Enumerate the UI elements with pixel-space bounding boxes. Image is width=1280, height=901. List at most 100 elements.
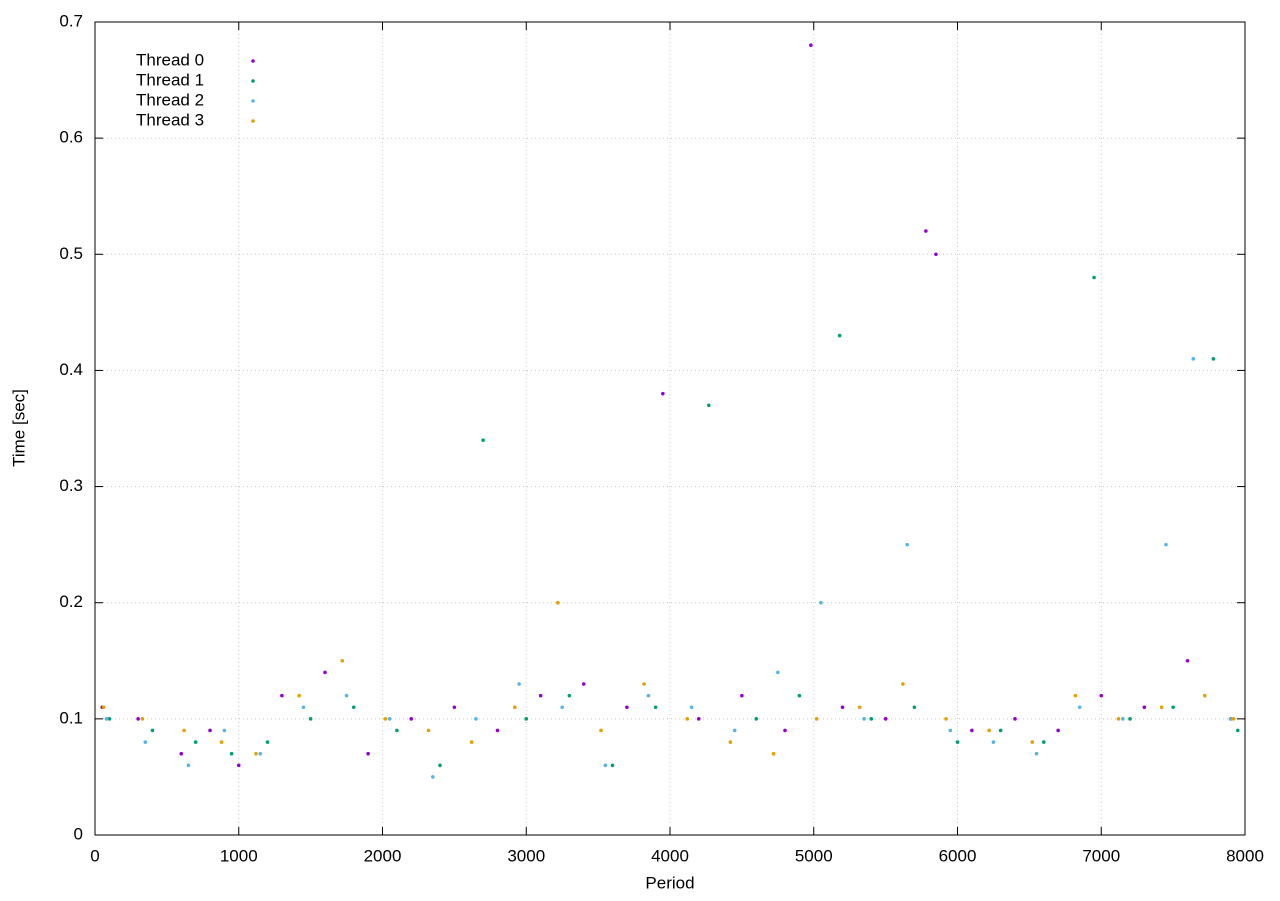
point <box>1159 705 1164 710</box>
point <box>280 693 284 698</box>
x-tick-label: 3000 <box>507 846 545 865</box>
point <box>955 740 960 744</box>
point <box>740 693 744 698</box>
point <box>366 751 370 756</box>
point <box>179 751 184 756</box>
legend-label: Thread 0 <box>136 50 204 69</box>
x-axis-label: Period <box>645 873 694 892</box>
point <box>970 728 974 733</box>
point <box>1077 705 1082 710</box>
point <box>301 705 306 710</box>
point <box>732 728 737 733</box>
point <box>901 682 905 686</box>
point <box>236 763 241 768</box>
point <box>685 717 690 721</box>
point <box>642 682 646 686</box>
point <box>143 740 148 744</box>
point <box>707 403 711 408</box>
point <box>728 740 733 744</box>
legend-marker <box>251 99 255 103</box>
y-tick-label: 0.3 <box>59 476 83 495</box>
point <box>469 740 474 744</box>
point <box>409 717 414 721</box>
y-tick-label: 0.1 <box>59 708 83 727</box>
point <box>603 763 608 768</box>
point <box>1185 658 1190 663</box>
point <box>1164 542 1168 547</box>
point <box>912 705 917 710</box>
point <box>1034 751 1039 756</box>
point <box>481 438 485 442</box>
point <box>208 728 212 733</box>
point <box>1092 275 1096 280</box>
point <box>1128 717 1132 721</box>
x-tick-label: 6000 <box>939 846 977 865</box>
point <box>661 391 665 396</box>
point <box>219 740 224 744</box>
point <box>924 229 928 233</box>
point <box>646 693 651 698</box>
point <box>1228 717 1233 721</box>
point <box>771 751 776 756</box>
point <box>862 717 866 721</box>
point <box>387 717 392 721</box>
point <box>229 751 234 756</box>
point <box>308 717 313 721</box>
point <box>653 705 658 710</box>
point <box>182 728 186 733</box>
point <box>495 728 500 733</box>
point <box>599 728 603 733</box>
point <box>581 682 586 686</box>
point <box>452 705 457 710</box>
point <box>1236 728 1240 733</box>
y-tick-label: 0.2 <box>59 592 83 611</box>
point <box>395 728 399 733</box>
point <box>136 717 140 721</box>
point <box>905 542 909 547</box>
point <box>625 705 629 710</box>
x-tick-label: 7000 <box>1082 846 1120 865</box>
point <box>556 600 560 605</box>
plot-border <box>94 21 1246 836</box>
x-tick-label: 5000 <box>795 846 833 865</box>
legend-label: Thread 3 <box>136 110 204 129</box>
point <box>222 728 227 733</box>
point <box>610 763 615 768</box>
point <box>265 740 270 744</box>
y-tick-label: 0.6 <box>59 128 83 147</box>
y-axis-label: Time [sec] <box>9 389 28 467</box>
point <box>1121 717 1125 721</box>
x-tick-label: 2000 <box>364 846 402 865</box>
point <box>1191 357 1196 361</box>
point <box>857 705 862 710</box>
point <box>340 658 345 663</box>
point <box>837 333 842 338</box>
legend-label: Thread 1 <box>136 70 204 89</box>
legend-marker <box>251 119 255 123</box>
point <box>426 728 431 733</box>
point <box>193 740 198 744</box>
point <box>351 705 356 710</box>
point <box>150 728 155 733</box>
point <box>344 693 349 698</box>
point <box>107 717 112 721</box>
y-tick-label: 0.4 <box>59 360 83 379</box>
point <box>140 717 145 721</box>
point <box>258 751 263 756</box>
point <box>934 252 938 257</box>
point <box>883 717 888 721</box>
point <box>254 751 258 756</box>
point <box>1116 717 1121 721</box>
point <box>323 670 327 675</box>
point <box>783 728 787 733</box>
x-tick-label: 8000 <box>1226 846 1264 865</box>
y-tick-label: 0.7 <box>59 11 83 30</box>
point <box>819 600 823 605</box>
point <box>1030 740 1035 744</box>
point <box>776 670 780 675</box>
point <box>1211 357 1216 361</box>
point <box>869 717 874 721</box>
legend-marker <box>251 59 255 63</box>
point <box>101 705 106 710</box>
